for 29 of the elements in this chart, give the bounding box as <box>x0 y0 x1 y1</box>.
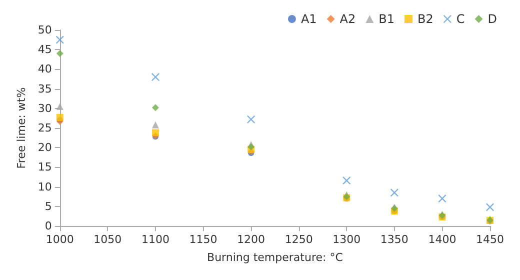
y-tick-label: 45 <box>38 43 52 56</box>
legend-label: B1 <box>378 12 395 26</box>
x-tick-label: 1150 <box>189 233 218 246</box>
y-axis-title: Free lime: wt% <box>15 87 28 169</box>
y-tick-label: 35 <box>38 82 52 96</box>
y-tick-label: 5 <box>44 200 52 213</box>
legend-label: A2 <box>340 12 356 26</box>
legend-label: D <box>488 12 498 26</box>
x-tick-label: 1250 <box>284 233 313 246</box>
x-tick-label: 1050 <box>94 233 122 246</box>
legend-label: C <box>456 12 465 26</box>
y-tick-label: 25 <box>38 122 52 134</box>
x-axis-title: Burning temperature: °C <box>207 251 344 264</box>
x-tick-label: 1100 <box>141 233 170 246</box>
y-tick-label: 40 <box>38 62 52 76</box>
y-tick-label: 50 <box>38 24 52 36</box>
y-tick-label: 30 <box>38 102 52 115</box>
y-tick-label: 10 <box>38 180 52 194</box>
y-tick-label: 0 <box>44 220 52 232</box>
y-tick-label: 20 <box>38 141 52 154</box>
y-tick-label: 15 <box>38 160 52 174</box>
legend-label: A1 <box>300 12 317 26</box>
x-tick-label: 1000 <box>46 233 74 246</box>
x-tick-label: 1300 <box>332 233 361 246</box>
x-tick-label: 1400 <box>428 233 456 246</box>
x-tick-label: 1450 <box>476 233 504 246</box>
x-tick-label: 1200 <box>237 233 266 246</box>
x-tick-label: 1350 <box>380 233 408 246</box>
legend-label: B2 <box>418 12 434 26</box>
